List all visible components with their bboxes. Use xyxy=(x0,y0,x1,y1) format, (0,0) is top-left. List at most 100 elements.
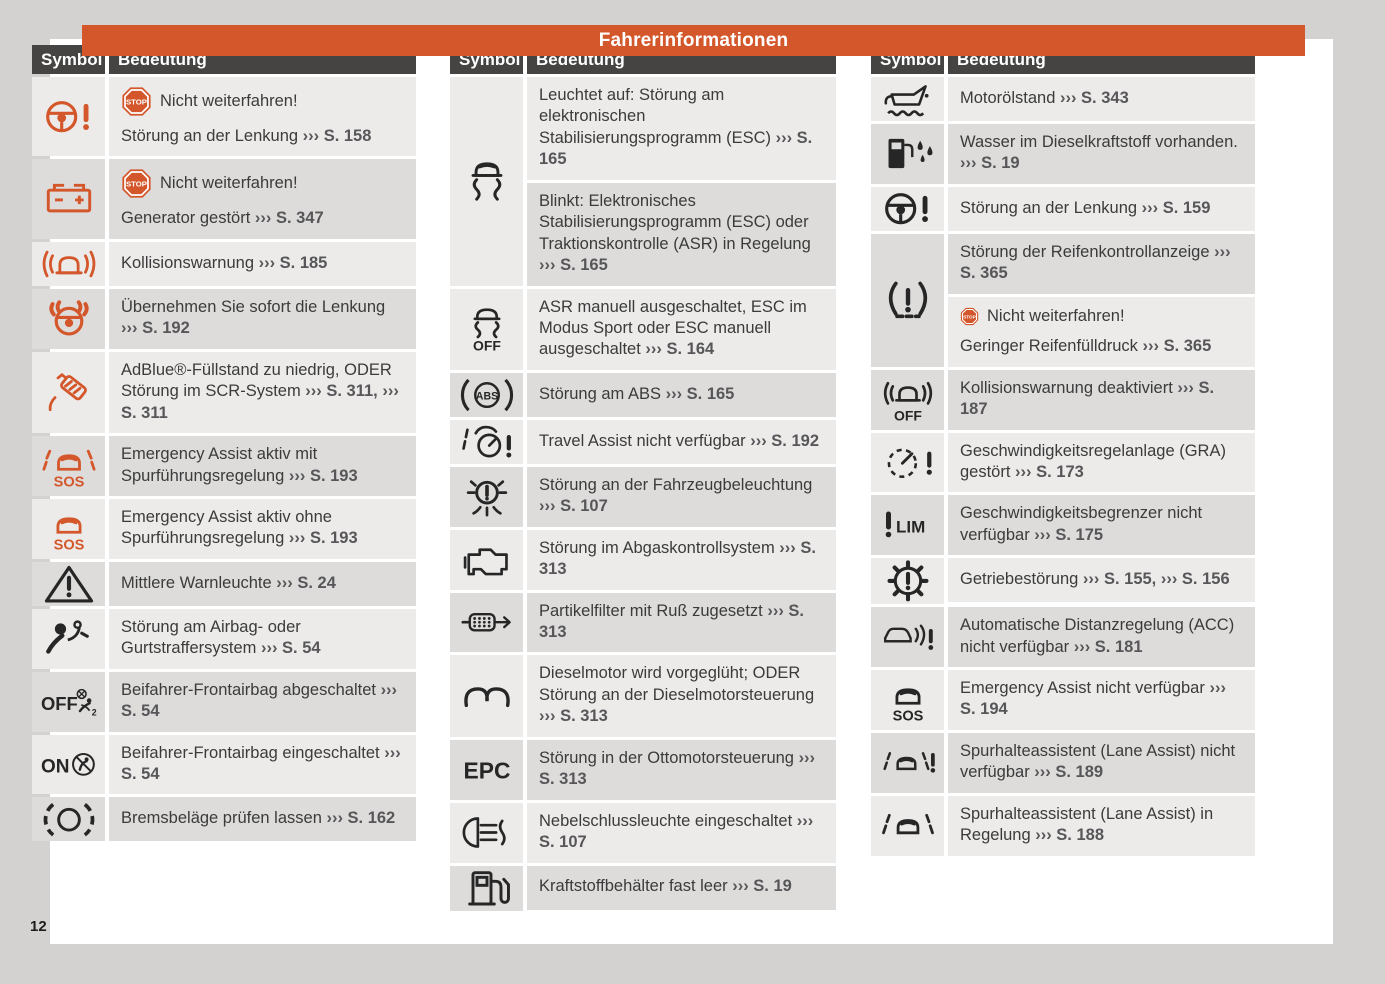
meaning-cell: Nebelschlussleuchte eingeschaltet ››› S.… xyxy=(527,802,836,863)
abs-icon: ABS xyxy=(459,376,515,414)
meaning-text: Spurhalteassistent (Lane Assist) in Rege… xyxy=(960,804,1214,845)
meaning-paragraph: Bremsbeläge prüfen lassen ››› S. 162 xyxy=(121,808,404,829)
meaning-text: ASR manuell ausgeschaltet, ESC im Modus … xyxy=(539,297,807,359)
table-row: Bremsbeläge prüfen lassen ››› S. 162 xyxy=(32,797,416,842)
table-row: Travel Assist nicht verfügbar ››› S. 192 xyxy=(450,419,836,464)
symbol-cell xyxy=(871,77,944,121)
collision-warning-icon xyxy=(41,243,97,284)
page-reference: ››› S. 155, ››› S. 156 xyxy=(1082,570,1230,589)
svg-text:STOP: STOP xyxy=(126,98,147,107)
table-row: OFF ASR manuell ausgeschaltet, ESC im Mod… xyxy=(450,288,836,370)
page-reference: ››› S. 365 xyxy=(960,242,1231,283)
page-reference: ››› S. 107 xyxy=(539,811,814,852)
warning-lights-table-1: Symbol Bedeutung STOP Nicht weiterfahren!… xyxy=(32,45,416,844)
meaning-text: Geschwindigkeitsbegrenzer nicht verfügba… xyxy=(960,504,1203,544)
meaning-cells: AdBlue®-Füllstand zu niedrig, ODER Störu… xyxy=(109,351,416,434)
table-row: Nebelschlussleuchte eingeschaltet ››› S.… xyxy=(450,802,836,863)
meaning-paragraph: Mittlere Warnleuchte ››› S. 24 xyxy=(121,573,404,594)
meaning-paragraph: Leuchtet auf: Störung am elektronischen … xyxy=(539,85,824,171)
meaning-cells: Störung am ABS ››› S. 165 xyxy=(527,372,836,417)
page-reference: ››› S. 158 xyxy=(302,127,372,145)
meaning-cell: Übernehmen Sie sofort die Lenkung ››› S.… xyxy=(109,288,416,349)
meaning-cells: Kollisionswarnung ››› S. 185 xyxy=(109,241,416,286)
meaning-text: Nicht weiterfahren! xyxy=(160,91,298,110)
table-row: AdBlue®-Füllstand zu niedrig, ODER Störu… xyxy=(32,351,416,434)
meaning-paragraph: Störung an der Lenkung ››› S. 158 xyxy=(121,126,404,147)
meaning-paragraph: Störung der Reifenkontrollanzeige ››› S.… xyxy=(960,242,1243,285)
page-reference: ››› S. 175 xyxy=(1034,525,1104,544)
table-row: Übernehmen Sie sofort die Lenkung ››› S.… xyxy=(32,288,416,349)
table-row: Störung am Airbag- oder Gurtstraffersyst… xyxy=(32,608,416,669)
meaning-paragraph: Kraftstoffbehälter fast leer ››› S. 19 xyxy=(539,876,824,897)
meaning-cells: Störung an der Fahrzeugbeleuchtung ››› S… xyxy=(527,466,836,527)
page-reference: ››› S. 165 xyxy=(665,384,735,403)
hands-on-steering-wheel-icon xyxy=(41,298,97,339)
rear-fog-light-icon xyxy=(459,813,515,852)
page-reference: ››› S. 107 xyxy=(539,497,608,516)
table-row: Störung an der Fahrzeugbeleuchtung ››› S… xyxy=(450,466,836,527)
emergency-assist-sos-icon: SOS xyxy=(41,506,97,552)
esc-icon xyxy=(459,159,515,203)
gearbox-warning-icon xyxy=(880,558,936,604)
page-reference: ››› S. 347 xyxy=(254,209,324,228)
meaning-cells: Leuchtet auf: Störung am elektronischen … xyxy=(527,77,836,286)
meaning-cell: STOP Nicht weiterfahren! Geringer Reifenfü… xyxy=(948,296,1255,367)
meaning-text: AdBlue®-Füllstand zu niedrig, ODER Störu… xyxy=(121,360,392,401)
meaning-text: Störung der Reifenkontrollanzeige xyxy=(960,242,1215,261)
meaning-cells: STOP Nicht weiterfahren! Störung an der Le… xyxy=(109,77,416,157)
meaning-paragraph: Geringer Reifenfülldruck ››› S. 365 xyxy=(960,336,1243,357)
meaning-cell: Dieselmotor wird vorgeglüht; ODER Störun… xyxy=(527,655,836,737)
meaning-paragraph: Generator gestört ››› S. 347 xyxy=(121,208,404,229)
meaning-cell: Störung der Reifenkontrollanzeige ››› S.… xyxy=(948,233,1255,294)
symbol-cell: SOS xyxy=(32,498,105,559)
meaning-cells: Dieselmotor wird vorgeglüht; ODER Störun… xyxy=(527,655,836,737)
meaning-text: Generator gestört xyxy=(121,209,255,228)
meaning-text: Leuchtet auf: Störung am elektronischen … xyxy=(539,86,776,147)
svg-text:SOS: SOS xyxy=(53,537,84,552)
symbol-cell xyxy=(450,77,523,286)
page-reference: ››› S. 193 xyxy=(288,529,358,548)
symbol-cell xyxy=(32,241,105,286)
meaning-paragraph: STOP Nicht weiterfahren! xyxy=(121,168,404,199)
meaning-text: Motorölstand xyxy=(960,88,1060,107)
meaning-cell: STOP Nicht weiterfahren! Störung an der Le… xyxy=(109,77,416,157)
meaning-text: Travel Assist nicht verfügbar xyxy=(539,431,751,450)
table-row: Kollisionswarnung ››› S. 185 xyxy=(32,241,416,286)
meaning-text: Spurhalteassistent (Lane Assist) nicht v… xyxy=(960,741,1236,782)
meaning-cell: Beifahrer-Frontairbag abgeschaltet ››› S… xyxy=(109,671,416,732)
meaning-paragraph: Automatische Distanzregelung (ACC) nicht… xyxy=(960,615,1243,658)
svg-text:STOP: STOP xyxy=(126,180,147,189)
meaning-paragraph: Nebelschlussleuchte eingeschaltet ››› S.… xyxy=(539,811,824,854)
table-row: OFF Kollisionswarnung deaktiviert ››› S. … xyxy=(871,369,1255,430)
symbol-cell xyxy=(32,288,105,349)
svg-text:EPC: EPC xyxy=(463,757,510,783)
meaning-text: Blinkt: Elektronisches Stabilisierungspr… xyxy=(539,191,811,253)
page-reference: ››› S. 19 xyxy=(732,877,792,896)
table-row: LIM Geschwindigkeitsbegrenzer nicht verfü… xyxy=(871,495,1255,556)
page-reference: ››› S. 24 xyxy=(276,573,336,592)
brake-pads-icon xyxy=(41,799,97,840)
meaning-cell: Störung in der Ottomotorsteuerung ››› S.… xyxy=(527,739,836,800)
meaning-cell: AdBlue®-Füllstand zu niedrig, ODER Störu… xyxy=(109,351,416,434)
meaning-cell: Störung am ABS ››› S. 165 xyxy=(527,372,836,417)
esc-off-icon: OFF xyxy=(459,306,515,352)
meaning-cells: ASR manuell ausgeschaltet, ESC im Modus … xyxy=(527,288,836,370)
meaning-cell: Spurhalteassistent (Lane Assist) in Rege… xyxy=(948,795,1255,856)
meaning-cells: Störung in der Ottomotorsteuerung ››› S.… xyxy=(527,739,836,800)
meaning-cells: Spurhalteassistent (Lane Assist) nicht v… xyxy=(948,732,1255,793)
travel-assist-icon xyxy=(459,422,515,462)
steering-wheel-warning-icon xyxy=(880,188,936,229)
meaning-cells: Kollisionswarnung deaktiviert ››› S. 187 xyxy=(948,369,1255,430)
page-reference: ››› S. 187 xyxy=(960,378,1215,419)
symbol-cell: OFF 2 xyxy=(32,671,105,732)
table-row: Mittlere Warnleuchte ››› S. 24 xyxy=(32,561,416,606)
table-row: Störung im Abgaskontrollsystem ››› S. 31… xyxy=(450,529,836,590)
stop-sign-icon: STOP xyxy=(121,86,152,117)
meaning-paragraph: Partikelfilter mit Ruß zugesetzt ››› S. … xyxy=(539,601,824,644)
svg-text:ON: ON xyxy=(41,757,69,778)
table-row: Motorölstand ››› S. 343 xyxy=(871,77,1255,121)
meaning-cells: Geschwindigkeitsregelanlage (GRA) gestör… xyxy=(948,432,1255,493)
page-reference: ››› S. 165 xyxy=(539,256,608,275)
meaning-cell: Wasser im Dieselkraftstoff vorhanden. ››… xyxy=(948,124,1255,184)
meaning-paragraph: Störung in der Ottomotorsteuerung ››› S.… xyxy=(539,748,824,791)
